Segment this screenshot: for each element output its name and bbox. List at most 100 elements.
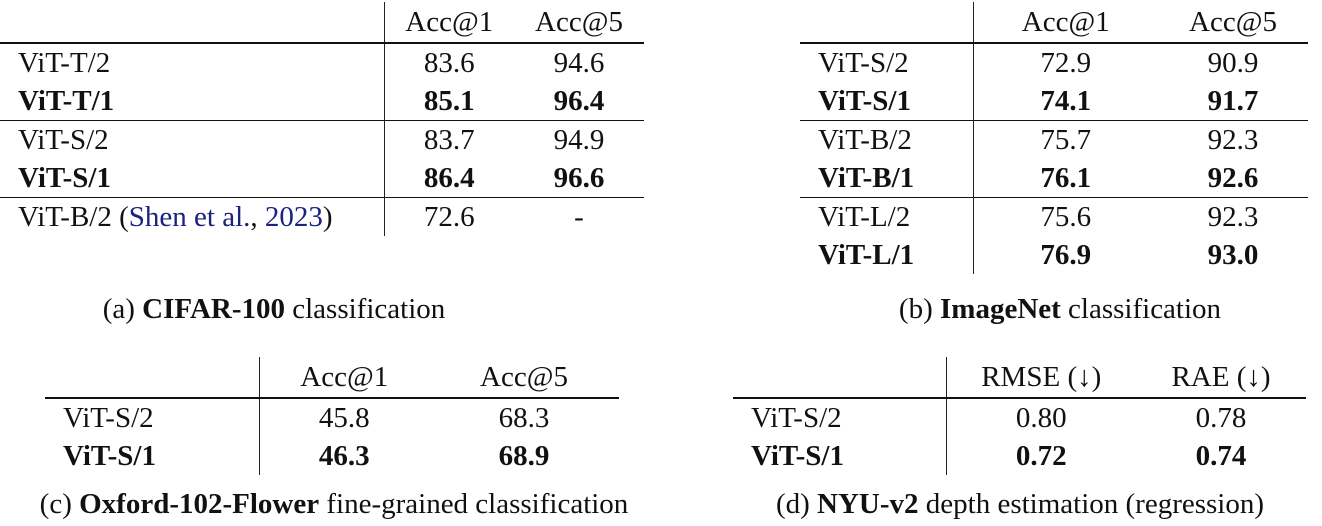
table-header-row: Acc@1 Acc@5 bbox=[45, 357, 619, 398]
caption-dataset: Oxford-102-Flower bbox=[79, 488, 320, 520]
table-row: ViT-S/2 83.7 94.9 bbox=[0, 120, 644, 159]
model-name: ViT-T/1 bbox=[0, 82, 385, 121]
caption-prefix: (b) bbox=[898, 293, 940, 325]
caption-d: (d) NYU-v2 depth estimation (regression) bbox=[740, 488, 1300, 521]
model-name: ViT-S/2 bbox=[733, 397, 947, 437]
header-empty-cell bbox=[45, 357, 260, 398]
citation-close: ) bbox=[322, 201, 333, 233]
model-name: ViT-S/2 bbox=[0, 120, 385, 159]
acc5-value: 94.9 bbox=[514, 120, 644, 159]
header-acc5: Acc@5 bbox=[535, 6, 623, 38]
acc1-value: 75.6 bbox=[973, 197, 1158, 236]
acc5-value: 92.3 bbox=[1158, 120, 1308, 159]
header-rmse: RMSE (↓) bbox=[981, 361, 1102, 393]
caption-b: (b) ImageNet classification bbox=[860, 293, 1260, 326]
caption-suffix: fine-grained classification bbox=[319, 488, 629, 520]
acc1-value: 46.3 bbox=[318, 440, 370, 472]
table-header-row: RMSE (↓) RAE (↓) bbox=[733, 357, 1306, 398]
citation-separator: , bbox=[250, 201, 265, 233]
results-table: Acc@1 Acc@5 ViT-S/2 72.9 90.9 ViT-S/1 74… bbox=[800, 2, 1308, 274]
model-name: ViT-S/1 bbox=[800, 82, 974, 121]
acc5-value: 96.4 bbox=[553, 85, 605, 117]
acc5-value: 68.3 bbox=[429, 397, 619, 437]
acc5-value: 68.9 bbox=[498, 440, 550, 472]
rmse-value: 0.72 bbox=[1015, 440, 1067, 472]
caption-dataset: NYU-v2 bbox=[817, 488, 919, 520]
model-name: ViT-S/2 bbox=[45, 397, 260, 437]
model-name: ViT-B/2 ( bbox=[18, 201, 129, 233]
model-name-with-citation: ViT-B/2 (Shen et al., 2023) bbox=[0, 197, 385, 236]
caption-suffix: depth estimation (regression) bbox=[918, 488, 1265, 520]
header-acc1: Acc@1 bbox=[1021, 6, 1110, 38]
rmse-value: 0.80 bbox=[946, 397, 1136, 437]
table-nyu-v2: RMSE (↓) RAE (↓) ViT-S/2 0.80 0.78 ViT-S… bbox=[733, 357, 1306, 475]
table-row: ViT-B/2 75.7 92.3 bbox=[800, 120, 1308, 159]
acc1-value: 83.7 bbox=[384, 120, 514, 159]
citation-year-link[interactable]: 2023 bbox=[264, 201, 323, 233]
table-imagenet: Acc@1 Acc@5 ViT-S/2 72.9 90.9 ViT-S/1 74… bbox=[800, 2, 1308, 274]
acc1-value: 72.9 bbox=[973, 42, 1158, 82]
header-acc5: Acc@5 bbox=[1189, 6, 1277, 38]
table-row: ViT-B/1 76.1 92.6 bbox=[800, 159, 1308, 198]
table-row: ViT-S/2 45.8 68.3 bbox=[45, 397, 619, 437]
caption-c: (c) Oxford-102-Flower fine-grained class… bbox=[0, 488, 668, 521]
acc1-value: 83.6 bbox=[384, 42, 514, 82]
acc1-value: 85.1 bbox=[423, 85, 475, 117]
model-name: ViT-B/1 bbox=[800, 159, 974, 198]
citation-author-link[interactable]: Shen et al. bbox=[128, 201, 251, 233]
acc1-value: 45.8 bbox=[259, 397, 429, 437]
rae-value: 0.78 bbox=[1136, 397, 1306, 437]
acc1-value: 72.6 bbox=[384, 197, 514, 236]
header-empty-cell bbox=[733, 357, 947, 398]
acc5-value: - bbox=[514, 197, 644, 236]
acc1-value: 74.1 bbox=[1040, 85, 1092, 117]
acc5-value: 93.0 bbox=[1207, 239, 1259, 271]
acc5-value: 92.3 bbox=[1158, 197, 1308, 236]
acc5-value: 94.6 bbox=[514, 42, 644, 82]
results-table: Acc@1 Acc@5 ViT-T/2 83.6 94.6 ViT-T/1 85… bbox=[0, 2, 644, 236]
table-row: ViT-S/1 86.4 96.6 bbox=[0, 159, 644, 198]
results-table: RMSE (↓) RAE (↓) ViT-S/2 0.80 0.78 ViT-S… bbox=[733, 357, 1306, 475]
acc5-value: 91.7 bbox=[1207, 85, 1259, 117]
table-row: ViT-S/1 46.3 68.9 bbox=[45, 437, 619, 475]
acc5-value: 90.9 bbox=[1158, 42, 1308, 82]
table-row: ViT-S/1 74.1 91.7 bbox=[800, 82, 1308, 121]
acc5-value: 92.6 bbox=[1207, 162, 1259, 194]
acc1-value: 75.7 bbox=[973, 120, 1158, 159]
acc1-value: 76.1 bbox=[1040, 162, 1092, 194]
table-row: ViT-L/1 76.9 93.0 bbox=[800, 236, 1308, 274]
table-row: ViT-S/2 0.80 0.78 bbox=[733, 397, 1306, 437]
caption-dataset: ImageNet bbox=[940, 293, 1061, 325]
results-table: Acc@1 Acc@5 ViT-S/2 45.8 68.3 ViT-S/1 46… bbox=[45, 357, 619, 475]
table-row: ViT-T/2 83.6 94.6 bbox=[0, 42, 644, 82]
header-acc1: Acc@1 bbox=[405, 6, 494, 38]
caption-prefix: (c) bbox=[39, 488, 80, 520]
model-name: ViT-S/1 bbox=[45, 437, 260, 475]
table-oxford-flower: Acc@1 Acc@5 ViT-S/2 45.8 68.3 ViT-S/1 46… bbox=[45, 357, 619, 475]
model-name: ViT-S/1 bbox=[733, 437, 947, 475]
model-name: ViT-L/2 bbox=[800, 197, 974, 236]
header-empty-cell bbox=[800, 2, 974, 43]
caption-dataset: CIFAR-100 bbox=[142, 293, 285, 325]
table-row: ViT-L/2 75.6 92.3 bbox=[800, 197, 1308, 236]
acc1-value: 76.9 bbox=[1040, 239, 1092, 271]
rae-value: 0.74 bbox=[1195, 440, 1247, 472]
caption-prefix: (a) bbox=[102, 293, 143, 325]
model-name: ViT-L/1 bbox=[800, 236, 974, 274]
caption-suffix: classification bbox=[285, 293, 446, 325]
table-row: ViT-S/2 72.9 90.9 bbox=[800, 42, 1308, 82]
table-header-row: Acc@1 Acc@5 bbox=[0, 2, 644, 43]
header-acc1: Acc@1 bbox=[300, 361, 389, 393]
caption-suffix: classification bbox=[1060, 293, 1222, 325]
header-rae: RAE (↓) bbox=[1171, 361, 1271, 393]
model-name: ViT-B/2 bbox=[800, 120, 974, 159]
table-row: ViT-S/1 0.72 0.74 bbox=[733, 437, 1306, 475]
caption-a: (a) CIFAR-100 classification bbox=[0, 293, 548, 326]
model-name: ViT-T/2 bbox=[0, 42, 385, 82]
acc5-value: 96.6 bbox=[553, 162, 605, 194]
caption-prefix: (d) bbox=[775, 488, 818, 520]
acc1-value: 86.4 bbox=[423, 162, 475, 194]
table-row: ViT-T/1 85.1 96.4 bbox=[0, 82, 644, 121]
table-header-row: Acc@1 Acc@5 bbox=[800, 2, 1308, 43]
header-empty-cell bbox=[0, 2, 385, 43]
